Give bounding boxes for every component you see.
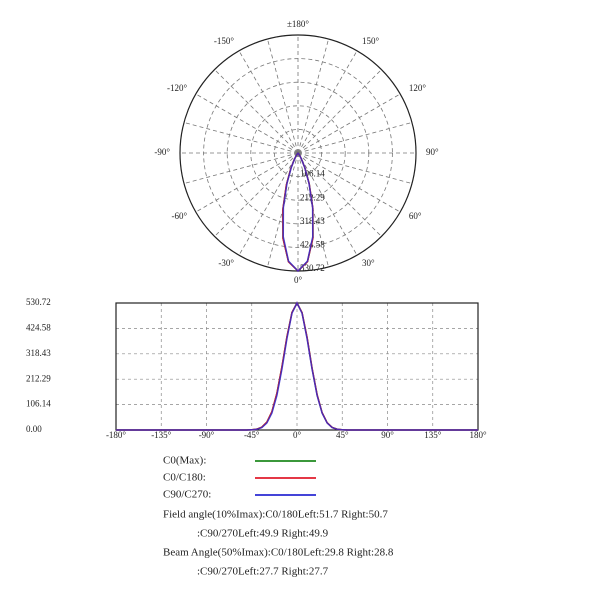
polar-spoke [183, 122, 299, 154]
radial-tick-label: 106.14 [300, 169, 325, 179]
angle-tick-label: -120° [167, 83, 187, 93]
angle-tick-label: -90° [154, 147, 170, 157]
x-tick-label: -45° [244, 430, 260, 440]
y-tick-label: 0.00 [26, 424, 42, 434]
polar-spoke [214, 69, 299, 154]
polar-spoke [214, 152, 299, 237]
x-tick-label: -90° [199, 430, 215, 440]
legend-label: C90/C270: [163, 489, 211, 501]
x-tick-label: 135° [424, 430, 442, 440]
polar-spoke [297, 93, 401, 154]
x-tick-label: 0° [293, 430, 302, 440]
polar-spoke [297, 152, 358, 256]
angle-tick-label: 120° [409, 83, 427, 93]
polar-spoke [195, 93, 299, 154]
angle-tick-label: 60° [409, 211, 422, 221]
y-tick-label: 530.72 [26, 297, 51, 307]
y-tick-label: 424.58 [26, 322, 51, 332]
polar-ring [274, 129, 322, 177]
polar-spoke [238, 152, 299, 256]
line-series [116, 301, 478, 431]
x-tick-label: 90° [381, 430, 394, 440]
angle-tick-label: 0° [294, 275, 303, 285]
polar-spoke [297, 50, 358, 154]
polar-spoke [267, 38, 299, 154]
x-tick-label: -135° [151, 430, 171, 440]
radial-tick-label: 424.58 [300, 239, 325, 249]
polar-spoke [297, 152, 382, 237]
polar-spoke [297, 152, 413, 184]
polar-spoke [238, 50, 299, 154]
legend-label: C0(Max): [163, 455, 206, 467]
note: :C90/270Left:27.7 Right:27.7 [197, 566, 329, 578]
note: :C90/270Left:49.9 Right:49.9 [197, 528, 329, 540]
radial-tick-label: 530.72 [300, 263, 325, 273]
angle-tick-label: -60° [172, 211, 188, 221]
legend-label: C0/C180: [163, 472, 206, 484]
polar-ring [203, 58, 393, 248]
angle-tick-label: ±180° [287, 19, 309, 29]
angle-tick-label: -30° [218, 258, 234, 268]
x-tick-label: -180° [106, 430, 126, 440]
polar-spoke [183, 152, 299, 184]
polar-spoke [195, 152, 299, 213]
polar-ring [250, 105, 346, 201]
note: Beam Angle(50%Imax):C0/180Left:29.8 Righ… [163, 547, 394, 559]
polar-ring [226, 81, 370, 225]
angle-tick-label: -150° [214, 36, 234, 46]
y-tick-label: 106.14 [26, 399, 51, 409]
radial-tick-label: 212.29 [300, 192, 325, 202]
note: Field angle(10%Imax):C0/180Left:51.7 Rig… [163, 509, 388, 521]
polar-spoke [297, 69, 382, 154]
polar-spoke [297, 122, 413, 154]
angle-tick-label: 90° [426, 147, 439, 157]
y-tick-label: 318.43 [26, 348, 51, 358]
x-tick-label: 45° [336, 430, 349, 440]
polar-curve [282, 152, 314, 273]
x-tick-label: 180° [469, 430, 487, 440]
angle-tick-label: 150° [362, 36, 380, 46]
polar-spoke [297, 38, 329, 154]
y-tick-label: 212.29 [26, 373, 51, 383]
angle-tick-label: 30° [362, 258, 375, 268]
polar-spoke [297, 152, 401, 213]
